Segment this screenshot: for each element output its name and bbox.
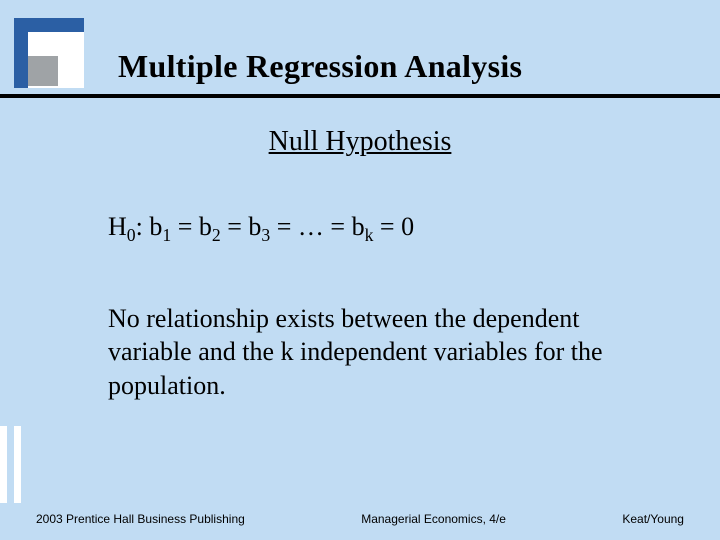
eq-eq5: = — [380, 212, 395, 241]
slide-title: Multiple Regression Analysis — [118, 48, 522, 85]
eq-b2: b — [199, 212, 212, 241]
footer-center: Managerial Economics, 4/e — [361, 512, 506, 526]
eq-b1-sub: 1 — [162, 225, 171, 245]
null-hypothesis-equation: H0: b1 = b2 = b3 = … = bk = 0 — [108, 212, 414, 246]
eq-eq2: = — [227, 212, 242, 241]
eq-zero: 0 — [401, 212, 414, 241]
eq-eq3: = — [277, 212, 292, 241]
eq-ellipsis: … — [298, 212, 324, 241]
eq-eq1: = — [178, 212, 193, 241]
slide-logo — [14, 18, 94, 98]
eq-eq4: = — [330, 212, 345, 241]
eq-bk-sub: k — [365, 225, 374, 245]
eq-H-sub: 0 — [127, 225, 136, 245]
eq-b1: b — [149, 212, 162, 241]
decorative-checker-pattern — [0, 426, 28, 504]
eq-b3: b — [248, 212, 261, 241]
footer-left: 2003 Prentice Hall Business Publishing — [36, 512, 245, 526]
eq-H: H — [108, 212, 127, 241]
eq-bk: b — [352, 212, 365, 241]
logo-square-gray — [28, 56, 58, 86]
slide-footer: 2003 Prentice Hall Business Publishing M… — [36, 512, 684, 526]
eq-b3-sub: 3 — [261, 225, 270, 245]
footer-right: Keat/Young — [622, 512, 684, 526]
eq-colon: : — [136, 212, 150, 241]
eq-b2-sub: 2 — [212, 225, 221, 245]
title-underline-rule — [0, 94, 720, 98]
slide-subtitle: Null Hypothesis — [0, 126, 720, 158]
slide-body-text: No relationship exists between the depen… — [108, 302, 618, 402]
